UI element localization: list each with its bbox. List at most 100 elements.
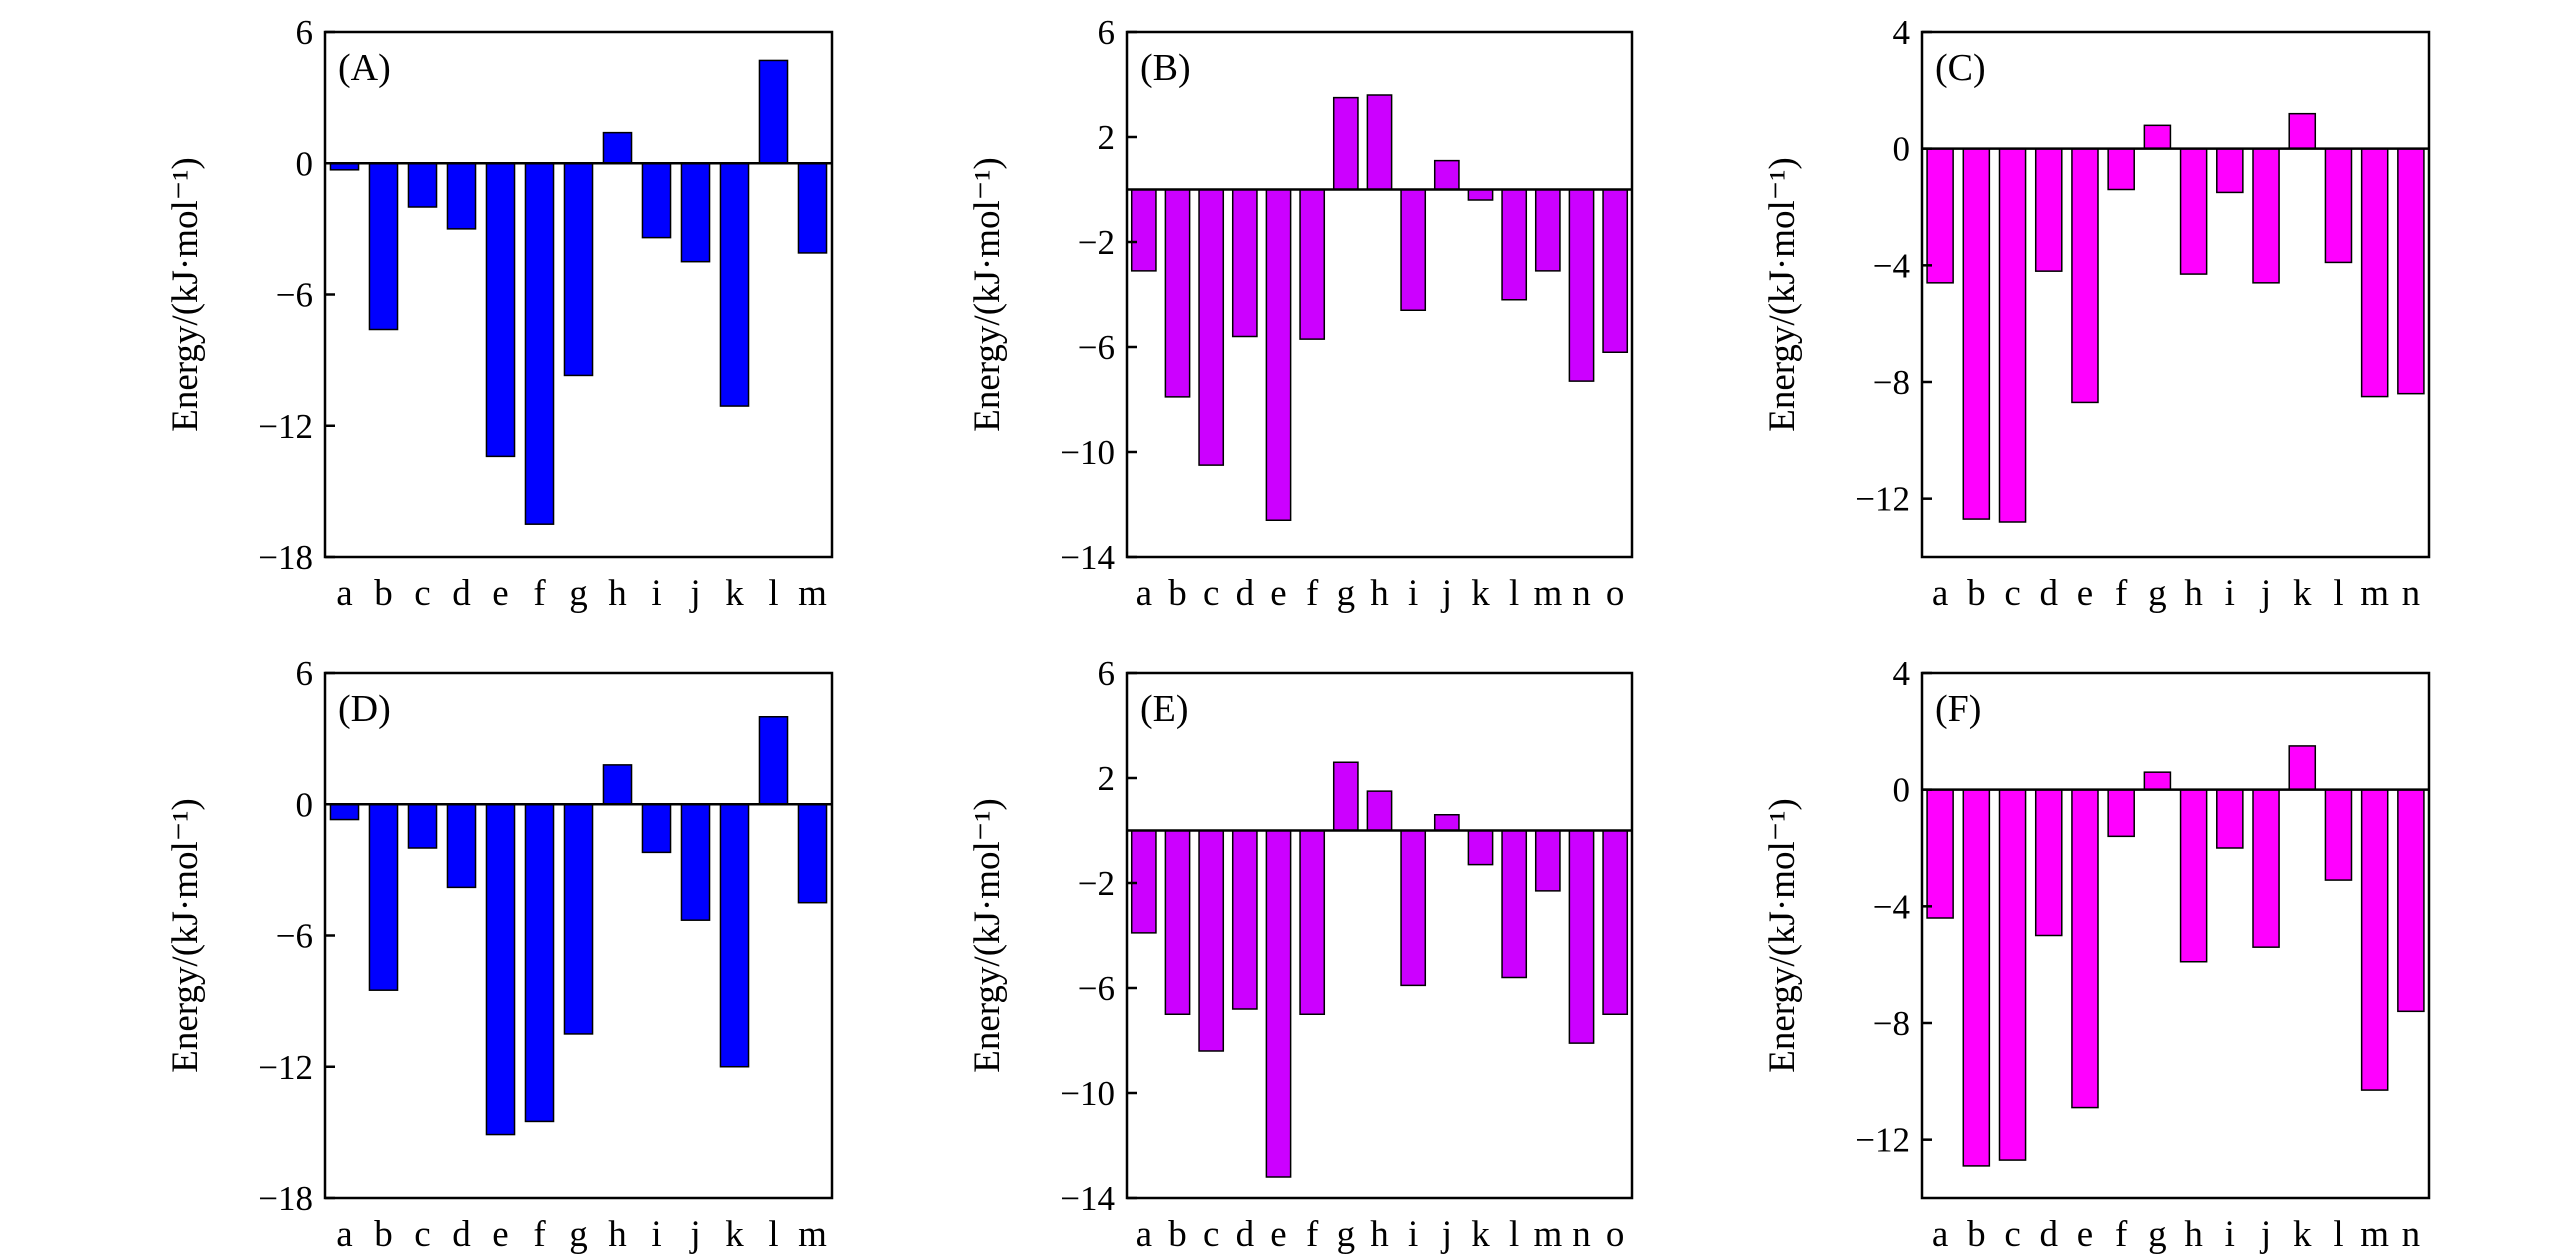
x-category-label: n bbox=[1572, 1214, 1591, 1255]
x-category-label: i bbox=[2225, 1214, 2235, 1255]
x-category-label: g bbox=[569, 573, 588, 614]
bar-i bbox=[641, 803, 672, 854]
x-category-label: b bbox=[1168, 573, 1187, 614]
bar-f bbox=[2107, 147, 2135, 191]
x-category-label: i bbox=[2225, 573, 2235, 614]
x-category-label: h bbox=[2184, 1214, 2203, 1255]
y-tick-label: −4 bbox=[1873, 246, 1910, 285]
bar-k bbox=[1467, 188, 1494, 201]
chart-panel: 6 2 −2 −6 −10 −14 a b c d e f g h i j k l m n o (B) Energy/(kJ… bbox=[967, 13, 1634, 614]
x-category-label: g bbox=[2148, 1214, 2167, 1255]
bar-j bbox=[1433, 159, 1460, 191]
y-axis-label: Energy/(kJ·mol⁻¹) bbox=[1762, 157, 1803, 432]
x-category-label: c bbox=[2004, 1214, 2020, 1255]
x-category-label: l bbox=[2333, 1214, 2343, 1255]
bar-d bbox=[446, 803, 477, 889]
bar-e bbox=[2071, 788, 2099, 1109]
y-tick-label: −4 bbox=[1873, 887, 1910, 926]
bar-d bbox=[446, 162, 477, 230]
y-tick-label: −14 bbox=[1060, 538, 1115, 577]
bar-g bbox=[563, 803, 594, 1035]
panel-label: (A) bbox=[338, 47, 391, 89]
bar-f bbox=[524, 162, 555, 525]
bar-h bbox=[2179, 788, 2208, 963]
panel-label: (E) bbox=[1140, 688, 1189, 730]
chart-panel: 4 0 −4 −8 −12 a b c d e f g h i j k l m n (C) Energy/(kJ·mol… bbox=[1762, 13, 2431, 614]
bar-e bbox=[1265, 829, 1292, 1178]
bar-m bbox=[1534, 188, 1561, 272]
bar-g bbox=[1332, 96, 1359, 191]
x-category-label: a bbox=[1932, 1214, 1948, 1255]
y-tick-label: −12 bbox=[258, 1048, 313, 1087]
bar-i bbox=[1400, 829, 1427, 987]
bar-k bbox=[2288, 112, 2317, 150]
bar-c bbox=[407, 162, 438, 208]
y-tick-label: −8 bbox=[1873, 1004, 1910, 1043]
x-category-label: k bbox=[725, 573, 744, 614]
bar-b bbox=[1164, 188, 1191, 398]
bar-f bbox=[1299, 188, 1326, 340]
plot-frame bbox=[1920, 30, 2431, 559]
x-category-label: l bbox=[2333, 573, 2343, 614]
bar-o bbox=[1602, 188, 1629, 353]
bar-m bbox=[1534, 829, 1561, 892]
x-category-label: d bbox=[2040, 1214, 2059, 1255]
x-category-label: a bbox=[1136, 1214, 1152, 1255]
panel-label: (C) bbox=[1935, 47, 1986, 89]
x-category-label: j bbox=[2259, 1214, 2271, 1255]
bar-m bbox=[2360, 147, 2389, 398]
y-tick-label: −10 bbox=[1060, 433, 1115, 472]
bar-b bbox=[1962, 788, 1991, 1167]
bar-g bbox=[2143, 124, 2172, 150]
y-tick-label: 0 bbox=[1893, 130, 1911, 169]
x-category-label: k bbox=[1471, 1214, 1490, 1255]
bar-o bbox=[1602, 829, 1629, 1015]
bar-d bbox=[1231, 829, 1258, 1010]
bar-l bbox=[1501, 829, 1528, 979]
bar-l bbox=[758, 716, 789, 805]
bar-n bbox=[1568, 188, 1595, 382]
y-tick-label: 6 bbox=[296, 13, 314, 52]
x-category-label: j bbox=[1440, 1214, 1452, 1255]
x-category-label: e bbox=[2077, 1214, 2093, 1255]
y-tick-label: 6 bbox=[1098, 13, 1116, 52]
x-category-label: l bbox=[768, 573, 778, 614]
x-category-label: j bbox=[1440, 573, 1452, 614]
x-category-label: f bbox=[2115, 573, 2128, 614]
x-category-label: d bbox=[2040, 573, 2059, 614]
y-tick-label: −12 bbox=[1855, 1121, 1910, 1160]
bar-i bbox=[2216, 788, 2244, 849]
x-category-label: b bbox=[374, 573, 393, 614]
x-category-label: k bbox=[2293, 573, 2312, 614]
bar-e bbox=[1265, 188, 1292, 521]
x-category-label: b bbox=[374, 1214, 393, 1255]
chart-panel: 6 0 −6 −12 −18 a b c d e f g h i j k l m (A) Energy/(kJ·mol… bbox=[165, 13, 834, 614]
y-tick-label: 6 bbox=[1098, 654, 1116, 693]
bar-j bbox=[2252, 147, 2280, 284]
x-category-label: b bbox=[1168, 1214, 1187, 1255]
plot-frame bbox=[1125, 671, 1634, 1200]
x-category-label: m bbox=[798, 1214, 827, 1255]
bar-l bbox=[1501, 188, 1528, 301]
bar-f bbox=[524, 803, 555, 1123]
x-category-label: b bbox=[1967, 1214, 1986, 1255]
x-category-label: e bbox=[2077, 573, 2093, 614]
x-category-label: k bbox=[2293, 1214, 2312, 1255]
bar-a bbox=[329, 803, 360, 821]
bar-e bbox=[2071, 147, 2099, 404]
bar-h bbox=[1366, 790, 1393, 832]
bar-l bbox=[758, 59, 789, 164]
x-category-label: f bbox=[1306, 573, 1319, 614]
y-tick-label: −14 bbox=[1060, 1179, 1115, 1218]
bar-n bbox=[2397, 147, 2425, 395]
bar-g bbox=[2143, 771, 2172, 791]
y-axis-label: Energy/(kJ·mol⁻¹) bbox=[1762, 798, 1803, 1073]
bar-b bbox=[368, 803, 399, 991]
y-tick-label: −2 bbox=[1078, 864, 1115, 903]
x-category-label: m bbox=[2360, 1214, 2389, 1255]
bar-d bbox=[2034, 788, 2063, 937]
x-category-label: m bbox=[1533, 1214, 1562, 1255]
x-category-label: h bbox=[1370, 1214, 1389, 1255]
bar-k bbox=[2288, 745, 2317, 791]
y-tick-label: 4 bbox=[1893, 654, 1911, 693]
